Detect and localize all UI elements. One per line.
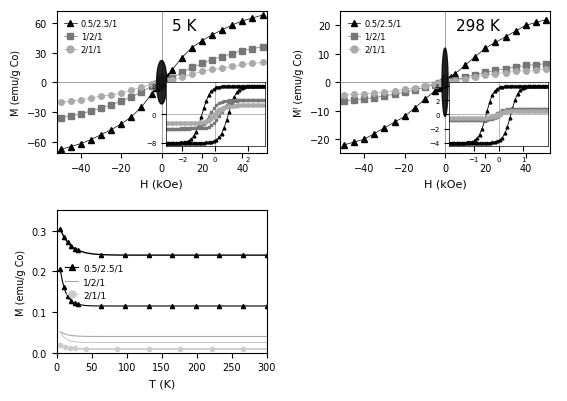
2/1/1 [148,83,155,87]
1/2/1 [198,62,205,67]
X-axis label: T (K): T (K) [149,378,175,388]
0.5/2.5/1 [154,83,161,88]
2/1/1 [128,89,135,93]
0.5/2.5/1 [249,16,256,21]
2/1/1 [57,100,64,105]
2/1/1 [152,82,159,87]
2/1/1 [138,85,145,90]
Line: 1/2/1: 1/2/1 [58,45,265,122]
0.5/2.5/1 [168,69,175,74]
1/2/1 [98,106,104,111]
1/2/1 [259,45,266,50]
2/1/1 [108,93,115,98]
2/1/1 [229,65,236,70]
1/2/1 [88,109,95,114]
2/1/1 [118,91,125,96]
0.5/2.5/1 [259,14,266,18]
0.5/2.5/1 [108,128,115,133]
0.5/2.5/1 [239,20,246,24]
2/1/1 [88,96,95,101]
2/1/1 [209,68,215,73]
2/1/1 [164,80,171,85]
0.5/2.5/1 [229,23,236,28]
1/2/1 [189,66,196,71]
2/1/1 [189,73,196,77]
Y-axis label: M (emu/g Co): M (emu/g Co) [16,249,26,315]
0.5/2.5/1 [88,138,95,143]
0.5/2.5/1 [78,142,84,147]
Text: 298 K: 298 K [455,19,500,34]
Legend: 0.5/2.5/1, 1/2/1, 2/1/1: 0.5/2.5/1, 1/2/1, 2/1/1 [344,16,405,58]
1/2/1 [152,83,159,87]
2/1/1 [179,76,185,81]
0.5/2.5/1 [128,115,135,120]
1/2/1 [162,80,169,85]
1/2/1 [78,112,84,117]
2/1/1 [98,95,104,99]
2/1/1 [158,81,165,85]
0.5/2.5/1 [189,46,196,51]
2/1/1 [249,62,256,67]
2/1/1 [259,61,266,66]
Line: 0.5/2.5/1: 0.5/2.5/1 [58,13,265,153]
Polygon shape [442,49,448,117]
0.5/2.5/1 [162,78,169,83]
1/2/1 [138,91,145,95]
Legend: 0.5/2.5/1, 1/2/1, 2/1/1: 0.5/2.5/1, 1/2/1, 2/1/1 [61,16,121,58]
1/2/1 [209,58,215,63]
Y-axis label: M (emu/g Co): M (emu/g Co) [11,50,21,116]
2/1/1 [239,63,246,68]
0.5/2.5/1 [156,82,163,87]
2/1/1 [156,81,163,86]
1/2/1 [168,77,175,81]
1/2/1 [179,71,185,75]
0.5/2.5/1 [152,87,159,91]
1/2/1 [158,81,165,85]
Y-axis label: Mᴵ (emu/g Co): Mᴵ (emu/g Co) [294,49,304,117]
1/2/1 [108,103,115,108]
2/1/1 [198,70,205,75]
2/1/1 [160,81,167,85]
0.5/2.5/1 [158,81,165,85]
0.5/2.5/1 [67,145,74,150]
X-axis label: H (kOe): H (kOe) [140,179,183,189]
0.5/2.5/1 [209,33,215,38]
Text: 5 K: 5 K [172,19,197,34]
2/1/1 [67,99,74,104]
0.5/2.5/1 [219,28,226,33]
1/2/1 [239,49,246,54]
X-axis label: H (kOe): H (kOe) [424,179,467,189]
0.5/2.5/1 [57,148,64,152]
Legend: 0.5/2.5/1, 1/2/1, 2/1/1: 0.5/2.5/1, 1/2/1, 2/1/1 [61,260,127,304]
2/1/1 [168,79,175,83]
2/1/1 [78,98,84,103]
2/1/1 [162,80,169,85]
0.5/2.5/1 [98,133,104,138]
Line: 2/1/1: 2/1/1 [58,61,265,105]
1/2/1 [156,81,163,86]
1/2/1 [249,47,256,52]
1/2/1 [128,95,135,100]
0.5/2.5/1 [160,80,167,85]
Polygon shape [158,75,166,91]
Polygon shape [442,76,448,90]
Polygon shape [156,61,167,105]
0.5/2.5/1 [118,122,125,127]
0.5/2.5/1 [138,105,145,110]
1/2/1 [118,99,125,104]
1/2/1 [160,80,167,85]
0.5/2.5/1 [164,75,171,79]
1/2/1 [154,82,161,87]
2/1/1 [154,81,161,86]
1/2/1 [57,116,64,121]
0.5/2.5/1 [179,56,185,61]
1/2/1 [164,79,171,83]
1/2/1 [67,114,74,119]
0.5/2.5/1 [148,93,155,97]
0.5/2.5/1 [198,39,205,44]
1/2/1 [219,55,226,60]
1/2/1 [148,85,155,89]
2/1/1 [219,67,226,72]
1/2/1 [229,52,236,57]
